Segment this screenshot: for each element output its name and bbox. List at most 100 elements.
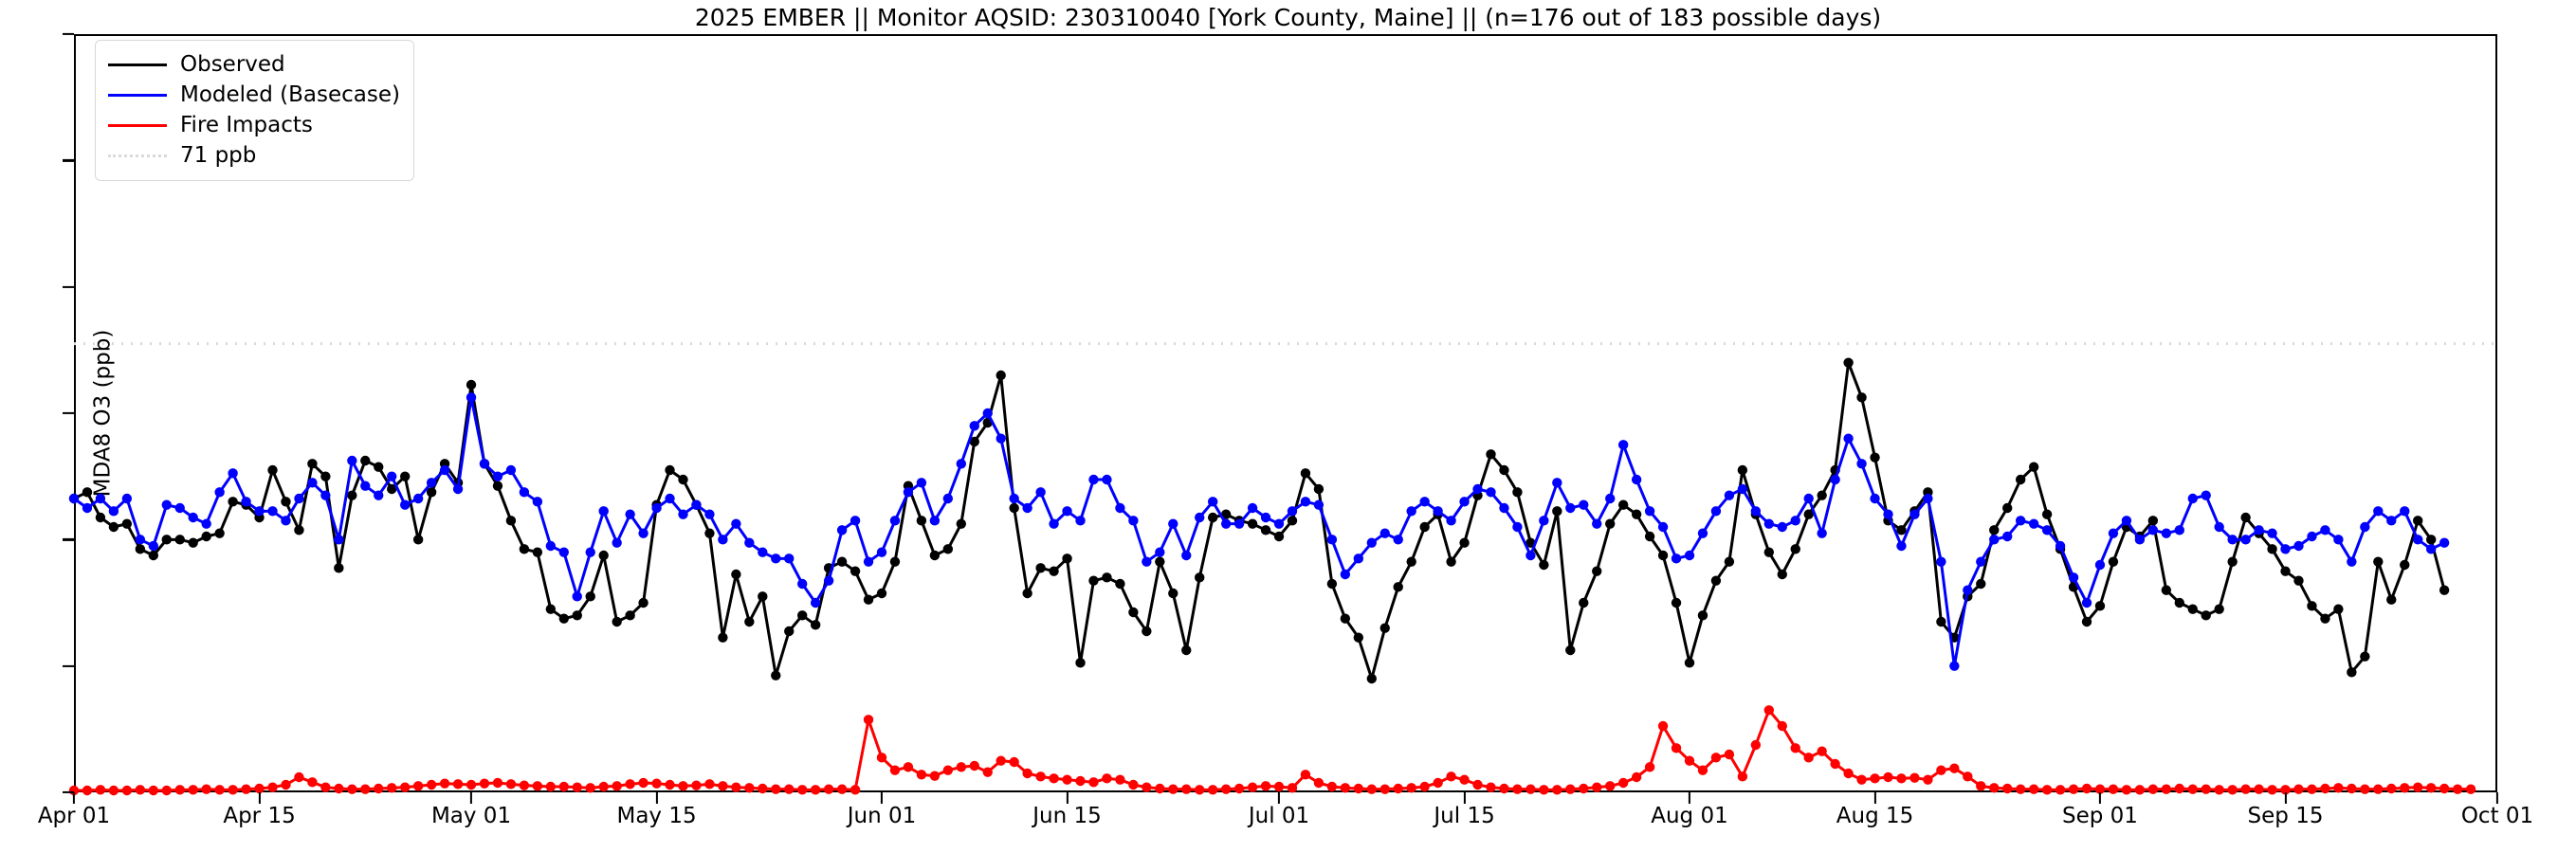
- data-point: [1220, 518, 1232, 529]
- data-point: [2041, 525, 2053, 535]
- data-point: [1260, 781, 1271, 791]
- data-point: [1843, 433, 1854, 444]
- data-point: [1075, 658, 1086, 668]
- data-point: [1989, 535, 2000, 545]
- data-point: [1088, 474, 1099, 485]
- data-point: [2413, 516, 2423, 526]
- legend-item[interactable]: Observed: [108, 49, 400, 80]
- data-point: [2174, 783, 2184, 794]
- data-point: [1459, 537, 1470, 548]
- data-point: [1750, 506, 1762, 517]
- data-point: [1379, 623, 1390, 633]
- data-point: [1406, 556, 1416, 567]
- data-point: [1433, 777, 1443, 789]
- data-point: [2201, 610, 2211, 621]
- data-point: [254, 506, 265, 517]
- data-point: [916, 478, 927, 488]
- data-point: [1207, 785, 1218, 795]
- data-point: [1247, 502, 1258, 514]
- data-point: [1035, 487, 1046, 498]
- data-point: [148, 785, 158, 796]
- data-point: [2041, 785, 2053, 795]
- data-point: [2267, 785, 2277, 795]
- data-point: [2386, 516, 2397, 526]
- data-point: [823, 784, 834, 794]
- data-point: [1617, 777, 1629, 789]
- data-point: [1631, 509, 1642, 519]
- data-point: [1870, 452, 1880, 463]
- x-tick-label: Apr 01: [37, 804, 111, 828]
- data-point: [1657, 521, 1669, 533]
- data-point: [585, 591, 595, 602]
- legend-item[interactable]: Fire Impacts: [108, 110, 400, 140]
- data-point: [466, 779, 477, 790]
- data-point: [1763, 547, 1775, 557]
- data-point: [387, 483, 397, 495]
- data-point: [1817, 490, 1827, 500]
- data-point: [1419, 781, 1430, 792]
- data-point: [1526, 784, 1536, 794]
- data-point: [2280, 566, 2291, 576]
- data-point: [1856, 459, 1867, 469]
- data-point: [1724, 490, 1735, 500]
- data-point: [1300, 497, 1311, 507]
- series-line: [72, 708, 2473, 792]
- data-point: [1353, 783, 1364, 794]
- data-point: [784, 554, 795, 564]
- data-point: [267, 782, 278, 792]
- data-point: [2201, 784, 2211, 794]
- data-point: [744, 616, 755, 627]
- data-point: [1710, 575, 1722, 586]
- data-point: [1963, 771, 1973, 782]
- data-point: [2147, 525, 2159, 535]
- data-point: [1856, 774, 1867, 785]
- data-point: [797, 785, 808, 795]
- data-point: [2094, 559, 2106, 571]
- data-point: [2002, 531, 2013, 542]
- data-point: [95, 512, 106, 523]
- data-point: [2347, 667, 2357, 678]
- data-point: [1195, 512, 1205, 523]
- data-point: [1062, 774, 1072, 785]
- data-point: [942, 765, 954, 775]
- data-point: [1817, 528, 1827, 538]
- data-point: [1486, 487, 1496, 498]
- data-point: [1102, 773, 1112, 784]
- data-point: [1168, 588, 1178, 599]
- legend-item[interactable]: Modeled (Basecase): [108, 80, 400, 110]
- data-point: [439, 778, 450, 789]
- data-point: [1737, 771, 1748, 782]
- data-point: [691, 780, 702, 790]
- data-point: [1565, 784, 1576, 794]
- data-point: [2015, 516, 2026, 526]
- data-point: [2280, 544, 2291, 554]
- data-point: [1644, 506, 1655, 517]
- x-tick-mark: [1277, 792, 1281, 804]
- legend-item[interactable]: 71 ppb: [108, 140, 400, 171]
- data-point: [929, 771, 941, 781]
- data-point: [2267, 544, 2277, 554]
- x-tick-label: Sep 01: [2062, 804, 2138, 828]
- data-point: [254, 783, 265, 794]
- data-point: [638, 528, 649, 538]
- data-point: [718, 781, 728, 791]
- data-point: [505, 464, 517, 476]
- data-point: [2134, 535, 2146, 545]
- data-point: [1644, 531, 1655, 542]
- data-point: [2002, 502, 2013, 514]
- data-point: [2360, 784, 2370, 794]
- x-tick-mark: [2284, 792, 2287, 804]
- x-tick-mark: [880, 792, 884, 804]
- data-point: [426, 779, 437, 790]
- data-point: [1207, 512, 1218, 523]
- data-point: [174, 502, 185, 514]
- data-point: [758, 547, 768, 557]
- data-point: [360, 784, 371, 794]
- data-point: [718, 632, 728, 643]
- x-tick-label: Jul 01: [1248, 804, 1310, 828]
- data-point: [1512, 487, 1523, 498]
- data-point: [1393, 535, 1403, 545]
- data-point: [1035, 563, 1046, 573]
- legend-item-label: Observed: [180, 52, 285, 77]
- x-tick-mark: [258, 792, 261, 804]
